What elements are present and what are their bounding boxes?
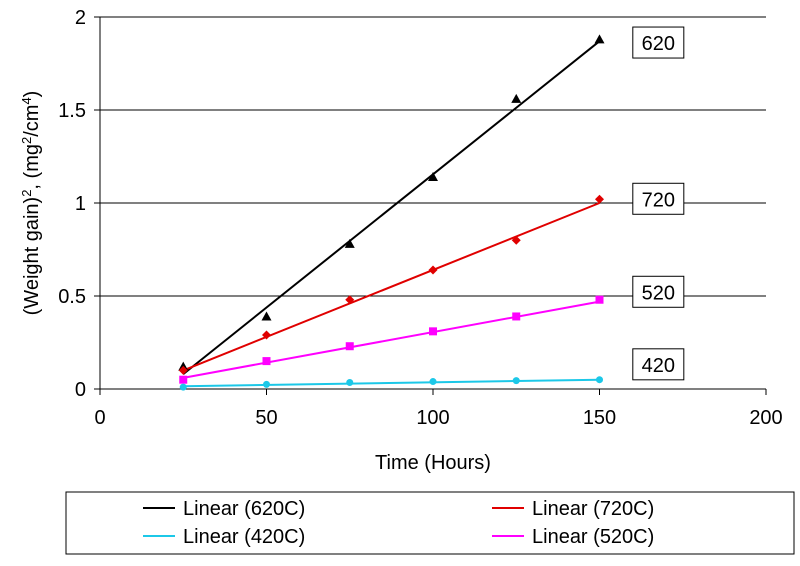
fit-line-420 (183, 378, 600, 388)
series-label-420: 420 (642, 355, 675, 377)
marker-420 (429, 378, 437, 386)
marker-520 (512, 312, 521, 321)
series-label-box-720 (632, 182, 685, 215)
legend-label: Linear (720C) (532, 498, 654, 520)
marker-520 (179, 375, 188, 384)
y-tick-label: 0 (75, 379, 86, 401)
fit-line-620 (182, 40, 601, 375)
y-axis-title-part: , (mg (21, 144, 43, 190)
series-label-box-420 (632, 348, 685, 381)
marker-720 (428, 265, 438, 275)
marker-420 (512, 377, 520, 385)
marker-720 (262, 330, 271, 340)
marker-620 (344, 238, 355, 248)
legend-items: Linear (620C) Linear (720C) Linear (420C) L… (143, 498, 654, 548)
x-tick-label: 0 (94, 407, 105, 429)
y-axis-title-part: /cm (21, 105, 43, 137)
x-tick-label: 200 (749, 407, 782, 429)
fit-layer (182, 40, 601, 388)
grid-layer (100, 16, 766, 297)
y-axis-title-part: ) (21, 91, 43, 98)
y-tick-label: 1 (75, 193, 86, 215)
y-axis-title-superscript: 2 (19, 137, 34, 144)
legend: Linear (620C) Linear (720C) Linear (420C) L… (65, 491, 795, 555)
x-tick-label: 150 (583, 407, 616, 429)
y-tick-label: 0.5 (58, 286, 86, 308)
legend-label: Linear (620C) (183, 498, 305, 520)
x-tick-label: 100 (416, 407, 449, 429)
x-tick-label: 50 (255, 407, 277, 429)
marker-layer (178, 34, 605, 391)
legend-label: Linear (420C) (183, 526, 305, 548)
marker-620 (261, 311, 272, 321)
axes-layer: 0 0.5 1 1.5 2 0 50 100 150 200 (58, 7, 783, 429)
y-axis-title-part: (Weight gain) (21, 197, 43, 316)
marker-720 (345, 295, 355, 305)
series-label-720: 720 (642, 189, 675, 211)
marker-520 (345, 342, 354, 351)
y-tick-label: 1.5 (58, 100, 86, 122)
label-layer: 620 720 520 420 (632, 26, 685, 381)
fit-line-720 (182, 202, 600, 372)
fit-line-520 (183, 300, 600, 379)
marker-620 (428, 171, 438, 181)
marker-520 (429, 327, 437, 336)
series-label-box-520 (632, 275, 685, 308)
series-label-box-620 (632, 26, 685, 59)
y-axis-title: (Weight gain)2, (mg2/cm4) (19, 91, 44, 316)
y-tick-label: 2 (75, 7, 86, 29)
legend-box (65, 491, 795, 555)
marker-520 (595, 295, 604, 304)
marker-720 (178, 365, 188, 375)
marker-520 (262, 357, 271, 366)
marker-720 (595, 194, 604, 204)
marker-420 (179, 383, 187, 391)
marker-420 (263, 380, 270, 388)
series-label-520: 520 (642, 282, 675, 304)
marker-420 (346, 378, 354, 386)
marker-620 (594, 34, 605, 44)
marker-720 (511, 235, 521, 245)
legend-label: Linear (520C) (532, 526, 654, 548)
series-label-620: 620 (642, 33, 675, 55)
marker-620 (511, 93, 522, 103)
y-axis-title-superscript: 2 (19, 190, 34, 197)
x-axis-title: Time (Hours) (375, 452, 491, 474)
y-axis-title-superscript: 4 (19, 97, 34, 104)
marker-420 (596, 376, 603, 384)
